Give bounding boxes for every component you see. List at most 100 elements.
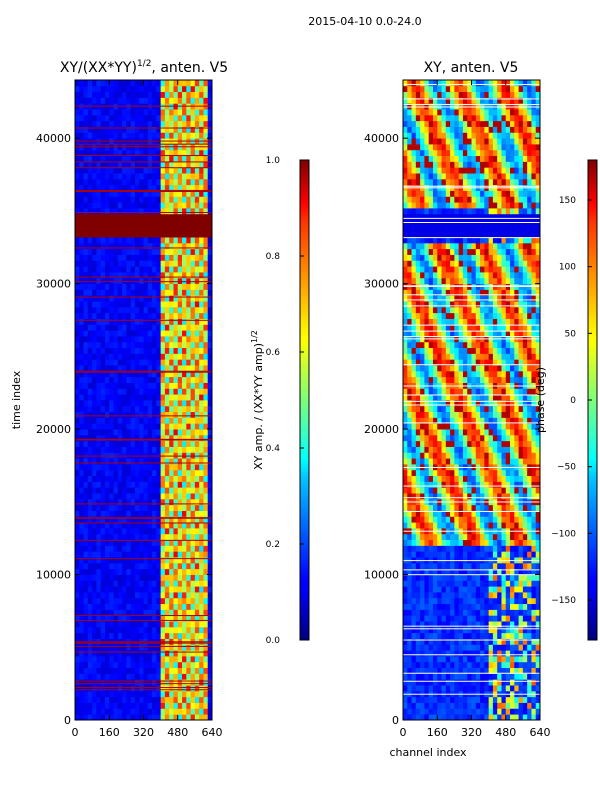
heatmap-cell — [182, 289, 187, 296]
heatmap-cell — [424, 597, 430, 605]
heatmap-cell — [87, 562, 93, 570]
heatmap-cell — [437, 609, 442, 616]
heatmap-cell — [177, 219, 183, 226]
heatmap-cell — [100, 580, 106, 587]
heatmap-cell — [177, 673, 183, 680]
heatmap-cell — [199, 277, 204, 285]
heatmap-cell — [143, 359, 149, 366]
heatmap-cell — [109, 109, 114, 116]
heatmap-cell — [411, 475, 417, 482]
heatmap-cell — [156, 650, 162, 657]
heatmap-cell — [173, 155, 179, 162]
heatmap-cell — [139, 359, 144, 366]
heatmap-cell — [445, 522, 451, 529]
heatmap-cell — [152, 301, 157, 308]
heatmap-cell — [177, 370, 183, 378]
heatmap-cell — [75, 557, 80, 564]
heatmap-cell — [420, 586, 425, 593]
heatmap-cell — [164, 132, 170, 139]
heatmap-cell — [134, 615, 140, 622]
heatmap-cell — [445, 586, 451, 593]
heatmap-cell — [518, 504, 524, 511]
heatmap-cell — [92, 120, 97, 127]
heatmap-cell — [535, 609, 540, 616]
heatmap-cell — [471, 516, 477, 523]
heatmap-cell — [186, 615, 191, 622]
heatmap-cell — [143, 644, 149, 651]
heatmap-cell — [190, 336, 196, 343]
heatmap-cell — [535, 516, 540, 523]
heatmap-cell — [79, 498, 84, 506]
heatmap-cell — [527, 522, 532, 529]
heatmap-cell — [522, 493, 528, 500]
heatmap-cell — [143, 487, 149, 494]
heatmap-cell — [130, 487, 136, 494]
heatmap-cell — [173, 242, 179, 250]
heatmap-cell — [117, 80, 123, 87]
heatmap-cell — [160, 132, 166, 139]
heatmap-cell — [450, 632, 455, 639]
heatmap-cell — [160, 272, 166, 279]
heatmap-cell — [441, 685, 447, 692]
heatmap-cell — [109, 522, 114, 529]
heatmap-cell — [156, 603, 162, 610]
heatmap-cell — [207, 114, 212, 122]
heatmap-cell — [92, 370, 97, 378]
heatmap-cell — [415, 626, 421, 634]
heatmap-cell — [458, 621, 464, 628]
heatmap-cell — [207, 714, 212, 720]
heatmap-cell — [522, 679, 528, 686]
heatmap-cell — [169, 446, 174, 453]
heatmap-cell — [126, 266, 132, 273]
heatmap-cell — [415, 696, 421, 703]
heatmap-cell — [143, 231, 149, 238]
heatmap-cell — [92, 597, 97, 605]
heatmap-cell — [169, 80, 174, 87]
heatmap-cell — [424, 661, 430, 669]
heatmap-cell — [75, 202, 80, 209]
heatmap-cell — [441, 469, 447, 477]
heatmap-cell — [87, 231, 93, 238]
heatmap-cell — [535, 487, 540, 494]
heatmap-cell — [199, 370, 204, 378]
heatmap-cell — [92, 533, 97, 541]
heatmap-cell — [113, 347, 119, 354]
heatmap-cell — [92, 487, 97, 494]
heatmap-cell — [207, 562, 212, 570]
heatmap-cell — [535, 580, 540, 587]
heatmap-cell — [445, 562, 451, 570]
heatmap-cell — [450, 685, 455, 692]
heatmap-cell — [203, 202, 209, 209]
heatmap-cell — [407, 632, 412, 639]
heatmap-cell — [177, 510, 183, 517]
heatmap-cell — [113, 190, 119, 197]
heatmap-cell — [203, 696, 209, 703]
heatmap-cell — [424, 667, 430, 674]
heatmap-cell — [522, 592, 528, 599]
heatmap-cell — [475, 568, 481, 575]
heatmap-cell — [173, 353, 179, 360]
heatmap-cell — [79, 388, 84, 395]
heatmap-cell — [139, 213, 144, 221]
heatmap-cell — [147, 295, 153, 302]
heatmap-cell — [522, 638, 528, 645]
heatmap-cell — [126, 603, 132, 610]
heatmap-cell — [113, 202, 119, 209]
heatmap-cell — [415, 632, 421, 639]
heatmap-cell — [130, 301, 136, 308]
heatmap-cell — [488, 592, 494, 599]
heatmap-cell — [156, 690, 162, 698]
heatmap-cell — [199, 376, 204, 383]
heatmap-cell — [535, 469, 540, 477]
heatmap-cell — [83, 464, 89, 471]
heatmap-cell — [117, 353, 123, 360]
heatmap-cell — [177, 522, 183, 529]
heatmap-cell — [87, 306, 93, 314]
heatmap-cell — [143, 382, 149, 389]
heatmap-cell — [527, 592, 532, 599]
heatmap-cell — [190, 411, 196, 418]
heatmap-cell — [75, 161, 80, 168]
heatmap-cell — [83, 656, 89, 663]
heatmap-cell — [441, 621, 447, 628]
heatmap-cell — [104, 685, 110, 692]
